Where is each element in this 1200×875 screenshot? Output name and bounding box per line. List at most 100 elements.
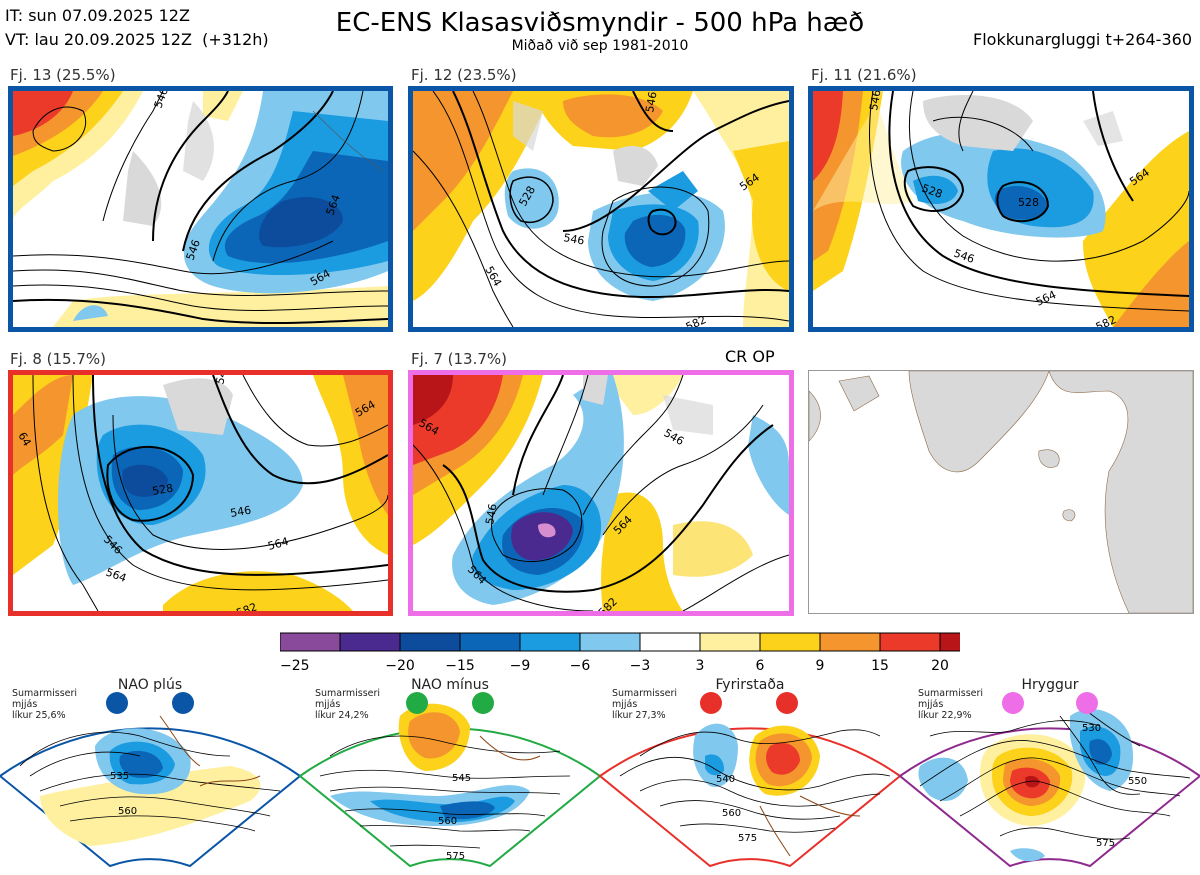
colorbar-swatch [399,632,461,652]
cluster-panel-3: 546 528 528 546 564 564 582 [808,86,1194,332]
colorbar-swatch [939,632,1001,652]
regime-note-prob: líkur 25,6% [12,710,66,721]
regime-dot-2b [472,692,494,714]
contour-label: 64 [15,430,33,449]
contour-label: 528 [1018,196,1039,209]
regime-title-3: Fyrirstaða [715,677,785,693]
regime-contour-label: 530 [1082,723,1101,734]
colorbar-tick-label: −25 [280,658,310,674]
regime-dot-4a [1002,692,1024,714]
colorbar-tick-label: −9 [510,658,531,674]
regime-note-months: mjjás [612,699,638,710]
regime-contour-label: 550 [1128,776,1147,787]
regimes-row: 535 560 545 560 575 [0,676,1200,871]
regime-dot-4b [1076,692,1098,714]
regime-dot-3b [776,692,798,714]
regime-note-season: Sumarmisseri [315,688,381,699]
regime-contour-label: 560 [722,808,741,819]
colorbar-swatch [699,632,761,652]
regime-note-1: Sumarmisseri mjjás líkur 25,6% [12,688,77,721]
regime-note-prob: líkur 24,2% [315,710,369,721]
regime-dot-2a [406,692,428,714]
regime-title-2: NAO mínus [411,677,489,693]
colorbar-tick-label: −20 [385,658,415,674]
regime-title-4: Hryggur [1021,677,1079,693]
regime-fan-4: 530 550 575 [898,705,1200,868]
regime-note-3: Sumarmisseri mjjás líkur 27,3% [612,688,677,721]
regime-fan-2: 545 560 575 [298,703,602,868]
contour-label: 582 [235,600,259,611]
cluster-map-2: 546 528 546 564 564 582 [413,91,789,327]
regime-note-months: mjjás [315,699,341,710]
regime-contour-label: 545 [452,773,471,784]
colorbar-swatch [639,632,701,652]
cluster-map-1: 546 564 546 564 [13,91,388,327]
panel-label-5: Fj. 7 (13.7%) [411,350,507,368]
colorbar-swatch [519,632,581,652]
regime-note-4: Sumarmisseri mjjás líkur 22,9% [918,688,983,721]
page-title: EC-ENS Klasasviðsmyndir - 500 hPa hæð [335,8,865,38]
contour-label: 546 [562,231,585,247]
colorbar: −25−20−15−9−6−3369152025 [279,632,1009,678]
panel-label-2: Fj. 12 (23.5%) [411,66,517,84]
colorbar-svg: −25−20−15−9−6−3369152025 [279,632,1009,674]
cr-op-label: CR OP [725,347,775,366]
colorbar-swatch [459,632,521,652]
cluster-map-3: 546 528 528 546 564 564 582 [813,91,1189,327]
colorbar-swatch [759,632,821,652]
colorbar-swatch [819,632,881,652]
regime-note-2: Sumarmisseri mjjás líkur 24,2% [315,688,380,721]
page-subtitle: Miðað við sep 1981-2010 [511,38,689,54]
cluster-panel-2: 546 528 546 564 564 582 [408,86,794,332]
contour-label: 564 [266,535,290,553]
regime-dot-3a [700,692,722,714]
cluster-panel-5: 564 546 564 546 564 582 [408,370,794,616]
regime-contour-label: 535 [110,771,129,782]
contour-label: 546 [643,91,659,114]
regime-note-months: mjjás [918,699,944,710]
valid-time: VT: lau 20.09.2025 12Z (+312h) [5,30,269,49]
panel-label-1: Fj. 13 (25.5%) [10,66,116,84]
regime-contour-label: 575 [446,851,465,862]
colorbar-swatch [339,632,401,652]
cr-op-panel [808,370,1194,614]
regime-note-season: Sumarmisseri [12,688,78,699]
regime-note-months: mjjás [12,699,38,710]
regime-contour-label: 540 [716,774,735,785]
cluster-map-5: 564 546 564 546 564 582 [413,375,789,611]
regime-dot-1a [106,692,128,714]
colorbar-tick-label: −15 [445,658,475,674]
regime-contour-label: 560 [438,816,457,827]
header-info: IT: sun 07.09.2025 12Z VT: lau 20.09.202… [5,4,269,52]
regime-note-season: Sumarmisseri [612,688,678,699]
regime-fan-3: 540 560 575 [598,723,902,868]
panel-label-4: Fj. 8 (15.7%) [10,350,106,368]
contour-label: 528 [151,482,174,498]
cluster-panel-4: 564 546 528 546 564 546 564 582 64 [8,370,393,616]
contour-label: 546 [867,91,883,112]
panel-label-3: Fj. 11 (21.6%) [811,66,917,84]
regime-contour-label: 575 [738,833,757,844]
regimes-svg: 535 560 545 560 575 [0,703,1200,868]
cr-op-map [809,371,1193,613]
regime-contour-label: 560 [118,806,137,817]
colorbar-tick-label: −6 [570,658,591,674]
colorbar-tick-label: 3 [696,658,705,674]
colorbar-swatch [879,632,941,652]
regime-note-prob: líkur 22,9% [918,710,972,721]
init-time: IT: sun 07.09.2025 12Z [5,6,190,25]
regime-dot-1b [172,692,194,714]
classification-window: Flokkunargluggi t+264-360 [973,30,1192,49]
contour-label: 546 [213,375,231,386]
colorbar-tick-label: 15 [871,658,889,674]
regime-title-1: NAO plús [117,677,183,693]
colorbar-tick-label: −3 [630,658,651,674]
colorbar-swatch [579,632,641,652]
cluster-panel-1: 546 564 546 564 [8,86,393,332]
colorbar-tick-label: 20 [931,658,949,674]
contour-label: 546 [229,504,252,520]
colorbar-tick-label: 9 [816,658,825,674]
regime-note-season: Sumarmisseri [918,688,984,699]
regime-contour-label: 575 [1096,838,1115,849]
regime-note-prob: líkur 27,3% [612,710,666,721]
